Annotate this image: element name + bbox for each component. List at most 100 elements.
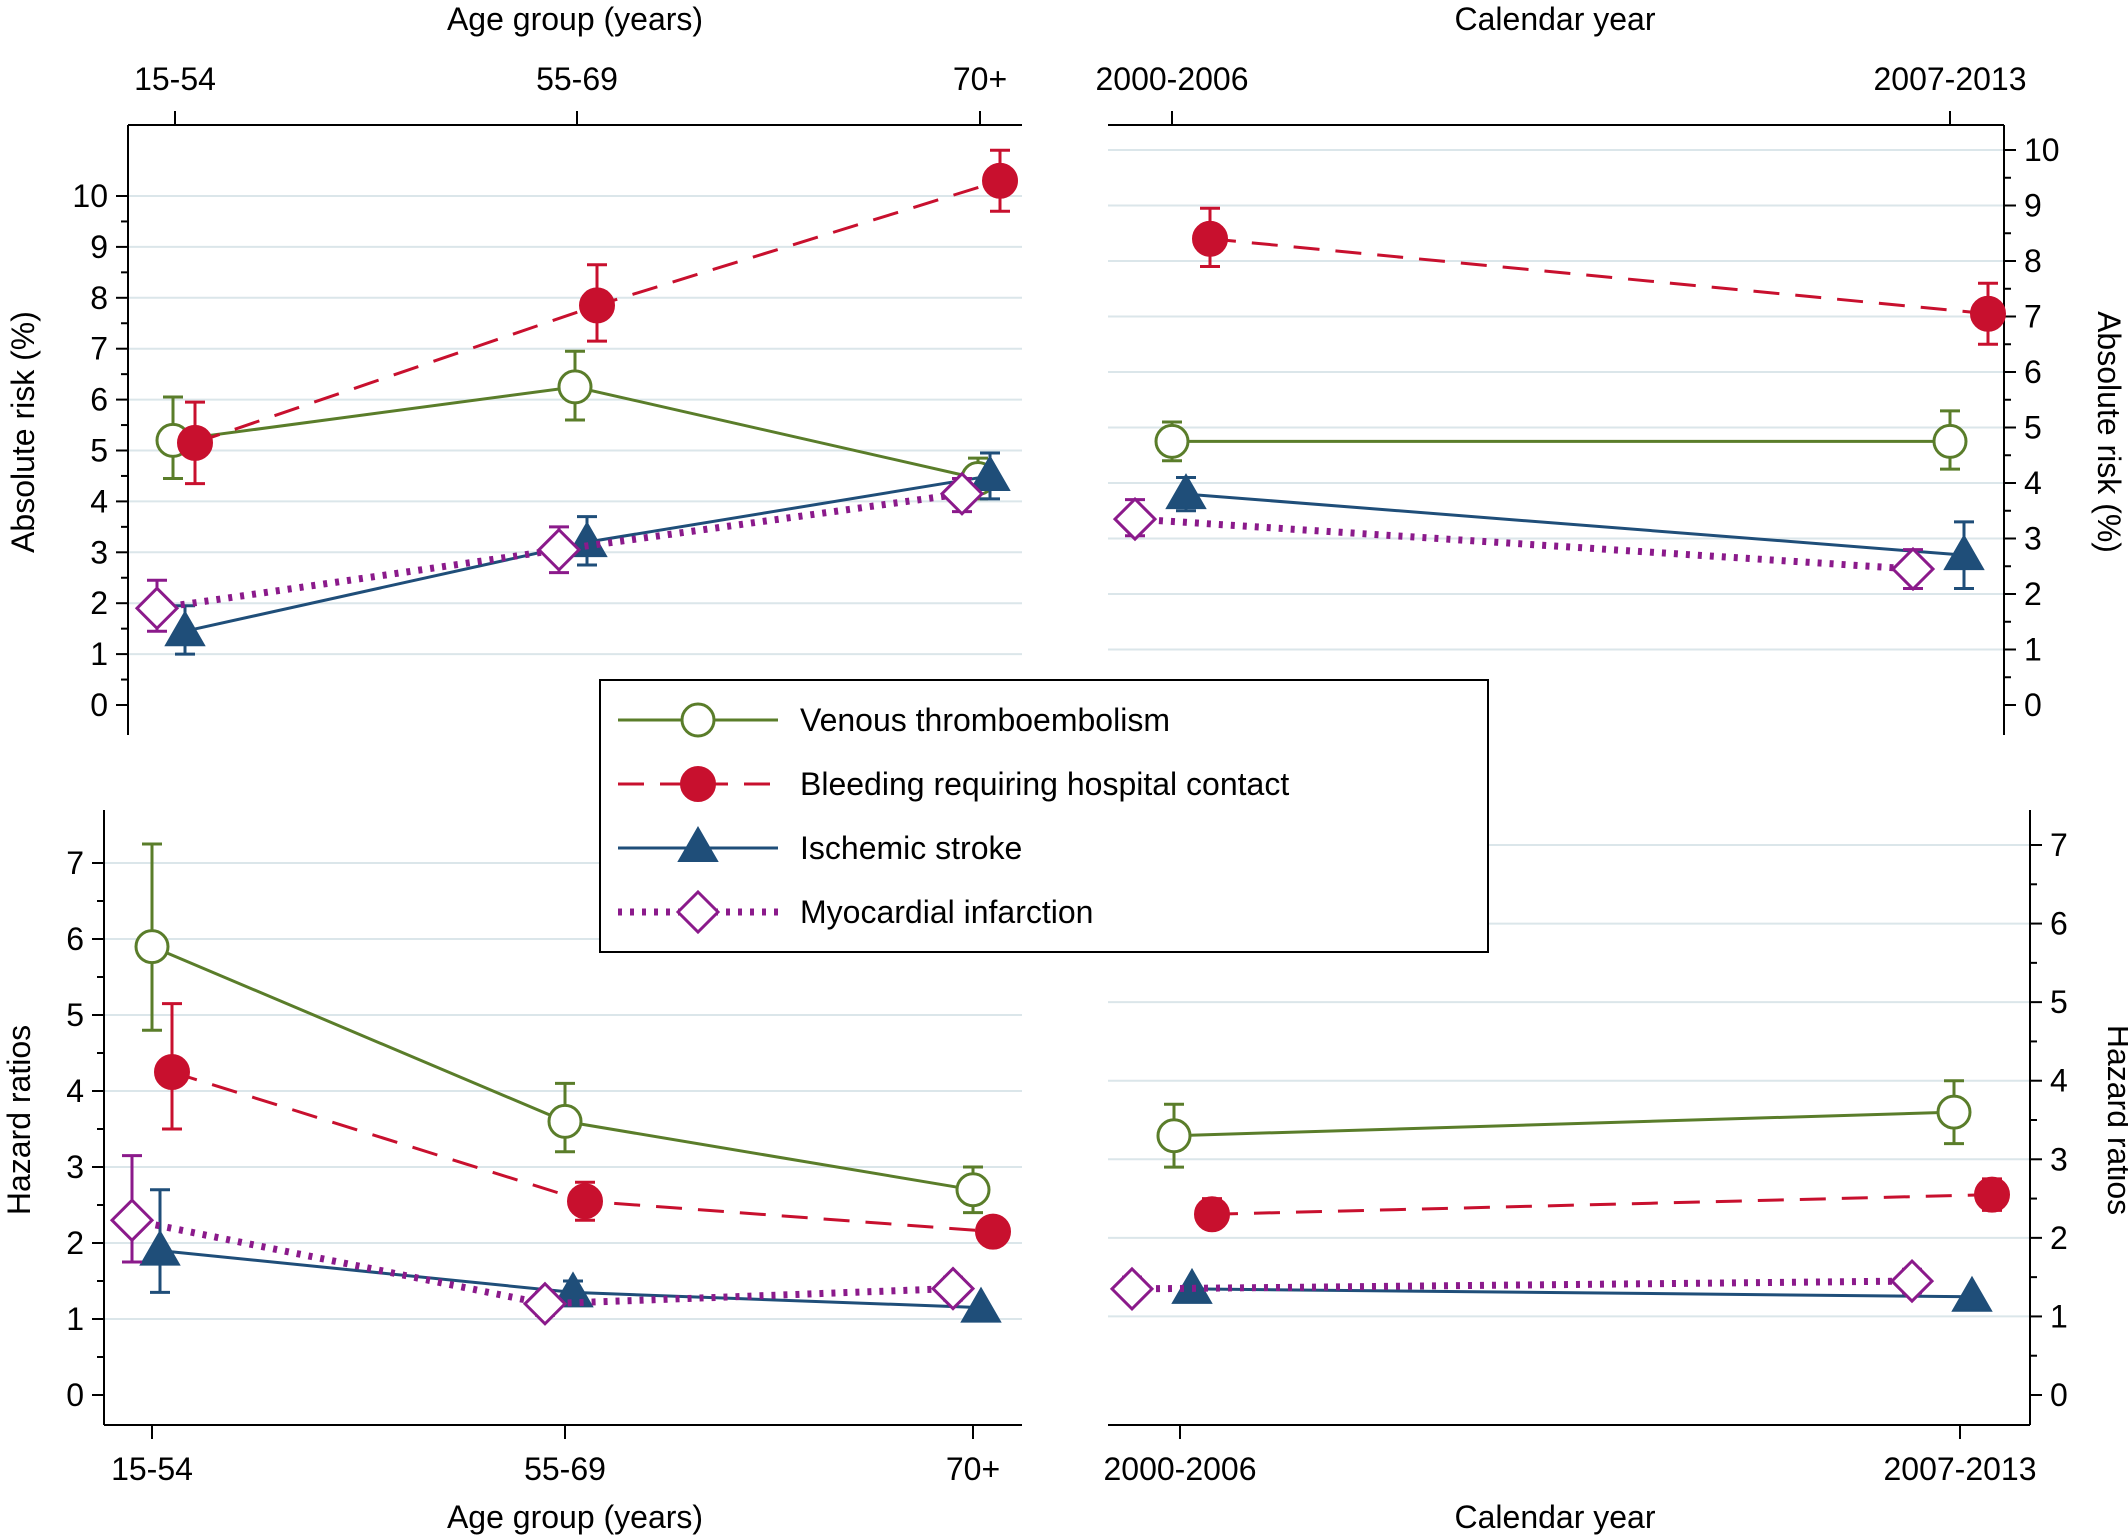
point-vte	[1154, 423, 1190, 459]
legend-box	[599, 679, 1489, 953]
x-tick-label: 55-69	[536, 61, 618, 97]
series-line-bleeding	[1211, 1193, 1993, 1216]
panel-hazard-ratios-by-age: 0 1 2 3 4 5 6 7 15-54 55-69 70+ Age group (years) Ha…	[1, 810, 1022, 1535]
y-tick-label: 6	[66, 921, 84, 957]
y-axis-title: Absolute risk (%)	[5, 311, 41, 553]
x-axis-title: Age group (years)	[447, 1, 703, 37]
series-mi	[109, 1154, 976, 1326]
x-axis-title: Calendar year	[1455, 1499, 1656, 1535]
y-tick-label: 9	[2024, 188, 2042, 224]
y-tick-label: 0	[2024, 687, 2042, 723]
legend-marker-vte	[680, 702, 716, 738]
y-tick-label: 7	[2050, 827, 2068, 863]
series-vte	[155, 349, 996, 501]
point-bleeding	[177, 424, 213, 461]
series-vte	[134, 842, 991, 1215]
y-tick-label: 1	[90, 636, 108, 672]
point-bleeding	[567, 1183, 603, 1220]
series-vte	[1154, 409, 1968, 471]
legend-item-bleeding: Bleeding requiring hospital contact	[618, 766, 1289, 802]
point-stroke	[164, 610, 206, 647]
point-mi	[939, 471, 985, 516]
series-vte	[1156, 1079, 1972, 1169]
series-bleeding	[1192, 206, 2006, 346]
y-tick-label: 3	[2050, 1141, 2068, 1177]
point-stroke	[139, 1229, 181, 1266]
point-vte	[955, 1172, 991, 1208]
x-tick-label: 70+	[946, 1451, 1000, 1487]
y-tick-label: 0	[2050, 1377, 2068, 1413]
series-mi	[1112, 496, 1936, 592]
y-tick-label: 4	[66, 1073, 84, 1109]
series-stroke	[164, 451, 1011, 656]
y-tick-label: 7	[90, 331, 108, 367]
y-tick-label: 0	[66, 1377, 84, 1413]
y-axis-title: Hazard ratios	[2101, 1025, 2128, 1215]
point-bleeding	[1194, 1196, 1230, 1233]
point-bleeding	[579, 287, 615, 324]
point-stroke	[960, 1286, 1002, 1323]
point-mi	[1112, 496, 1158, 542]
point-mi	[134, 586, 180, 631]
y-tick-label: 5	[2050, 984, 2068, 1020]
point-bleeding	[1974, 1176, 2010, 1213]
point-bleeding	[1192, 220, 1228, 257]
x-axis-title: Age group (years)	[447, 1499, 703, 1535]
point-vte	[1156, 1118, 1192, 1154]
y-tick-label: 5	[2024, 410, 2042, 446]
point-mi	[1889, 1258, 1935, 1304]
series-line-mi	[1134, 515, 1914, 573]
x-tick-label: 2000-2006	[1103, 1451, 1256, 1487]
series-line-stroke	[1185, 492, 1965, 557]
y-tick-label: 8	[90, 280, 108, 316]
x-tick-label: 15-54	[134, 61, 216, 97]
series-line-bleeding	[1209, 237, 1989, 316]
y-tick-label: 10	[2024, 132, 2060, 168]
y-tick-label: 3	[66, 1149, 84, 1185]
legend-label-bleeding: Bleeding requiring hospital contact	[800, 766, 1289, 802]
y-tick-label: 2	[66, 1225, 84, 1261]
series-line-vte	[1173, 1110, 1955, 1138]
y-tick-label: 2	[90, 585, 108, 621]
point-mi	[930, 1266, 976, 1311]
point-stroke	[1165, 473, 1207, 510]
y-axis-title: Absolute risk (%)	[2091, 311, 2127, 553]
point-bleeding	[975, 1213, 1011, 1250]
x-tick-label: 2000-2006	[1095, 61, 1248, 97]
legend-item-vte: Venous thromboembolism	[618, 702, 1170, 738]
series-mi	[1109, 1258, 1935, 1312]
legend-marker-bleeding	[680, 766, 716, 802]
y-tick-label: 4	[2050, 1063, 2068, 1099]
point-mi	[1890, 546, 1936, 592]
y-tick-label: 0	[90, 687, 108, 723]
point-vte	[134, 929, 170, 965]
y-tick-label: 8	[2024, 243, 2042, 279]
point-bleeding	[1970, 295, 2006, 332]
x-tick-label: 2007-2013	[1883, 1451, 2036, 1487]
y-tick-label: 3	[90, 534, 108, 570]
series-stroke	[1165, 473, 1985, 590]
series-line-mi	[156, 490, 963, 612]
x-tick-label: 70+	[953, 61, 1007, 97]
y-tick-label: 5	[90, 433, 108, 469]
y-tick-label: 5	[66, 997, 84, 1033]
y-tick-label: 6	[90, 382, 108, 418]
point-stroke	[1951, 1275, 1993, 1312]
series-line-vte	[151, 945, 974, 1192]
point-stroke	[969, 454, 1011, 491]
point-bleeding	[982, 162, 1018, 199]
panel-absolute-risk-by-age: 0 1 2 3 4 5 6 7 8 9 10 15-54 55-69 70+ Age group (year…	[5, 1, 1022, 735]
legend-marker-mi	[675, 889, 721, 935]
point-mi	[1109, 1266, 1155, 1312]
point-vte	[557, 369, 593, 405]
y-tick-label: 7	[2024, 299, 2042, 335]
series-bleeding	[154, 1002, 1011, 1250]
y-tick-label: 6	[2024, 354, 2042, 390]
y-tick-label: 3	[2024, 521, 2042, 557]
series-mi	[134, 471, 985, 633]
y-tick-label: 1	[2050, 1298, 2068, 1334]
point-mi	[536, 527, 582, 572]
y-tick-label: 7	[66, 845, 84, 881]
y-tick-label: 10	[72, 178, 108, 214]
